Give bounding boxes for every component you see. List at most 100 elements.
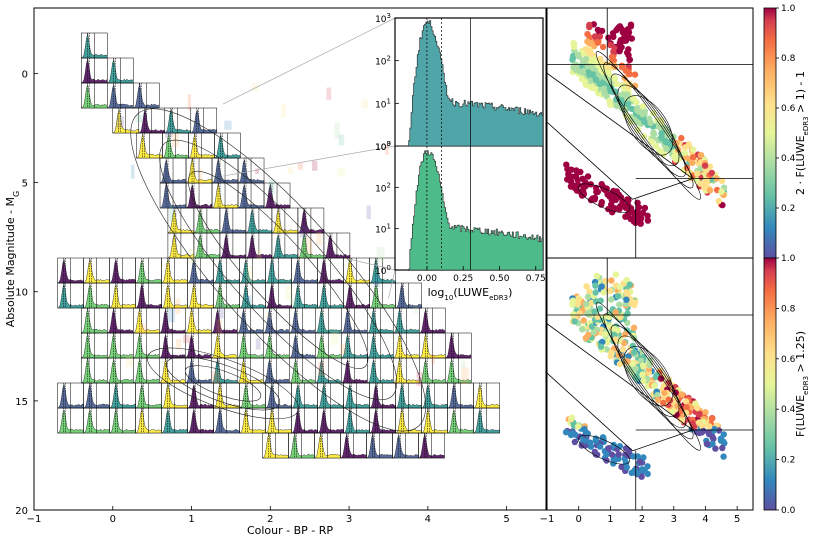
- cell-histogram: [395, 283, 422, 309]
- cell-histogram: [159, 159, 187, 184]
- hexbin: [586, 72, 594, 80]
- x-tick-label: 0: [110, 514, 116, 525]
- cell-histogram: [109, 382, 136, 409]
- cell-histogram: [109, 259, 136, 284]
- cell-histogram: [473, 409, 500, 434]
- main-ylabel: Absolute Magnitude - MG: [4, 191, 21, 328]
- selection-line: [632, 429, 693, 452]
- faded-bar: [224, 120, 232, 130]
- grid-cell: [167, 232, 195, 259]
- cell-histogram: [418, 308, 446, 334]
- hexbin: [669, 408, 676, 415]
- hexbin: [631, 467, 638, 474]
- cell-histogram: [239, 384, 266, 409]
- hexbin: [704, 440, 711, 448]
- hexbin: [615, 451, 622, 458]
- hexbin: [586, 439, 594, 446]
- hexbin: [689, 159, 696, 166]
- cell-histogram: [236, 333, 264, 359]
- faded-bar: [373, 273, 381, 287]
- hexbin: [689, 146, 697, 153]
- connector-line: [222, 17, 396, 105]
- hexbin: [610, 187, 617, 195]
- cell-histogram: [418, 359, 446, 384]
- hexbin: [694, 170, 701, 177]
- hexbin: [630, 349, 638, 356]
- hexbin: [596, 33, 604, 40]
- hexbin: [574, 300, 582, 307]
- inset-x-tick-label: 0.50: [489, 274, 509, 284]
- hexbin: [640, 377, 647, 385]
- faded-bar: [268, 178, 275, 194]
- hexbin: [628, 105, 636, 113]
- hexbin: [706, 163, 714, 170]
- hexbin: [580, 191, 587, 198]
- hexbin: [592, 289, 599, 296]
- y-tick-label: 15: [15, 397, 28, 408]
- hexbin: [598, 283, 605, 290]
- grid-cell: [112, 107, 140, 134]
- hexbin: [652, 373, 660, 381]
- cell-histogram: [317, 283, 344, 309]
- cell-histogram: [210, 333, 238, 359]
- hexbin: [597, 343, 605, 350]
- grid-cell: [57, 407, 84, 434]
- hexbin: [631, 82, 639, 90]
- grid-cell: [219, 207, 247, 234]
- faded-bar: [385, 144, 389, 155]
- faded-bar: [169, 205, 174, 222]
- grid-cell: [444, 332, 472, 359]
- cell-histogram: [236, 358, 264, 384]
- cell-histogram: [392, 308, 420, 334]
- hexbin: [639, 371, 646, 378]
- hexbin: [625, 46, 632, 53]
- hexbin: [607, 101, 614, 109]
- hexbin: [571, 182, 578, 189]
- faded-bar: [297, 163, 304, 170]
- rb-x-tick-label: 3: [671, 514, 677, 525]
- hexbin: [623, 27, 630, 34]
- grid-cell: [80, 82, 108, 109]
- cell-histogram: [80, 333, 108, 359]
- cell-histogram: [83, 259, 110, 284]
- grid-cell: [369, 407, 396, 434]
- hexbin: [651, 382, 658, 389]
- hexbin: [575, 423, 582, 430]
- cbar-tick-label: 0.8: [781, 54, 796, 64]
- hexbin: [591, 56, 598, 63]
- hexbin: [602, 277, 609, 285]
- hexbin: [576, 68, 583, 75]
- hexbin: [636, 458, 644, 466]
- cell-histogram: [190, 109, 218, 134]
- hexbin: [565, 166, 573, 173]
- cell-histogram: [132, 333, 160, 359]
- cell-histogram: [211, 183, 239, 209]
- grid-cell: [132, 332, 160, 359]
- cell-histogram: [132, 359, 160, 384]
- faded-bar: [216, 319, 222, 335]
- hexbin: [702, 409, 709, 416]
- cbar-tick-label: 0.6: [781, 355, 796, 365]
- grid-cell: [213, 282, 240, 309]
- faded-bar: [167, 308, 175, 323]
- hexbin: [608, 296, 615, 303]
- grid-cell: [288, 432, 315, 459]
- colorbar-bottom-label: F(LUWEeDR3 > 1.25): [794, 331, 810, 437]
- hexbin: [562, 429, 570, 436]
- cell-histogram: [288, 333, 316, 359]
- colorbar-top-gradient: [763, 7, 777, 259]
- cell-histogram: [57, 259, 84, 284]
- contour-wd: [166, 356, 281, 411]
- hex-contour: [610, 324, 687, 429]
- cell-histogram: [395, 383, 422, 409]
- grid-cell: [211, 157, 239, 184]
- grid-cell: [237, 182, 265, 209]
- inset-panel-top: [395, 18, 543, 146]
- hexbin: [695, 411, 702, 418]
- cell-histogram: [418, 333, 446, 359]
- selection-line: [547, 372, 633, 452]
- x-tick-label: 2: [267, 514, 273, 525]
- faded-bar: [376, 247, 385, 263]
- hexbin: [574, 51, 582, 58]
